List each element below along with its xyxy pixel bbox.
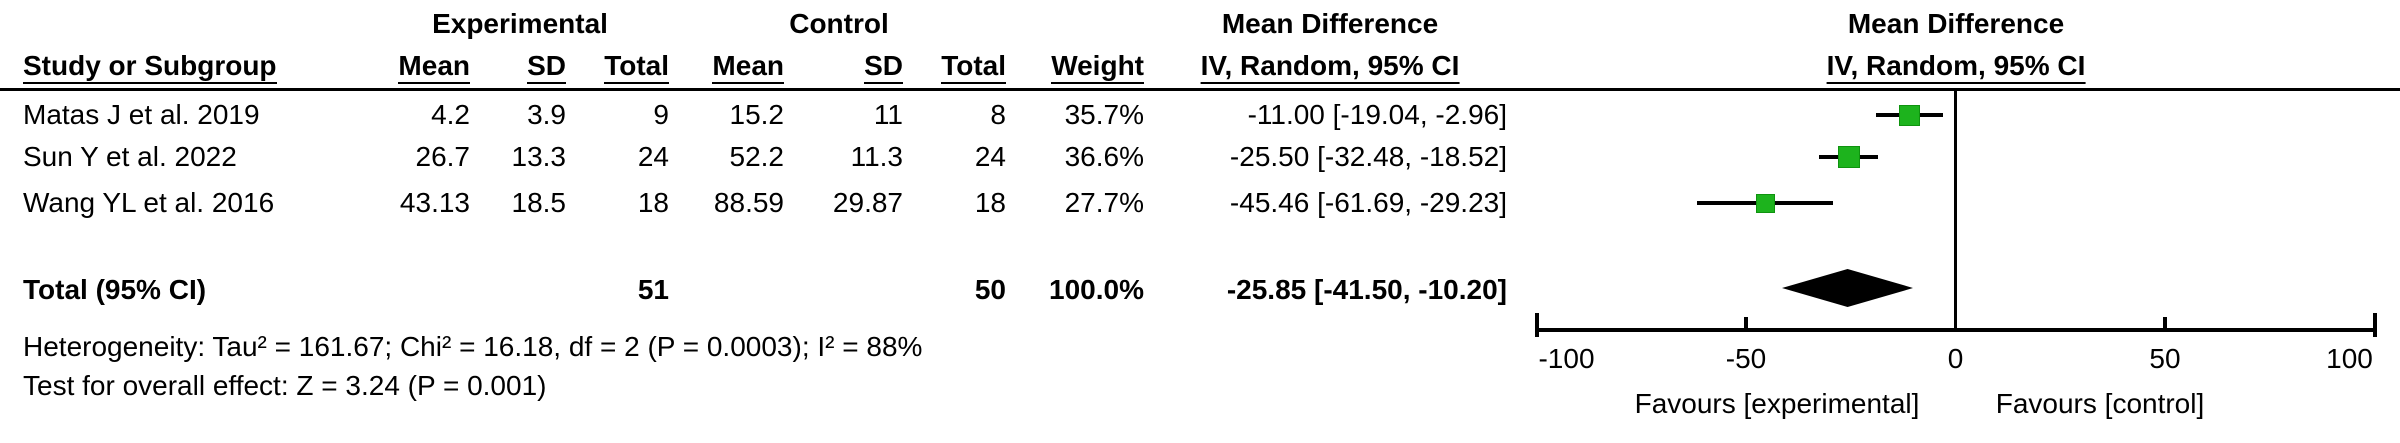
study-marker-square: [1755, 193, 1775, 213]
cell-exp-total: 9: [653, 99, 669, 130]
cell-weight: 100.0%: [1049, 274, 1144, 305]
study-label: Sun Y et al. 2022: [23, 141, 237, 172]
cell-exp-total: 51: [637, 274, 669, 305]
column-header-ctrl-total: Total: [941, 49, 1006, 84]
cell-weight: 35.7%: [1064, 99, 1144, 130]
column-header-weight: Weight: [1051, 49, 1144, 84]
study-label: Wang YL et al. 2016: [23, 187, 275, 218]
favours-right-label: Favours [control]: [1995, 388, 2205, 419]
effect-header-text-column: Mean Difference: [1221, 8, 1439, 39]
study-marker-square: [1898, 104, 1920, 126]
cell-ci-estimate: -25.85 [-41.50, -10.20]: [1226, 274, 1507, 305]
header-rule: [0, 88, 2400, 91]
cell-ctrl-mean: 15.2: [729, 99, 785, 130]
cell-ctrl-total: 50: [974, 274, 1006, 305]
cell-exp-total: 18: [637, 187, 669, 218]
axis-tick: [2372, 313, 2377, 337]
heterogeneity-note: Heterogeneity: Tau² = 161.67; Chi² = 16.…: [23, 331, 923, 362]
column-header-exp-sd: SD: [527, 49, 566, 84]
x-axis-line: [1536, 328, 2375, 332]
axis-tick-label: -100: [1538, 343, 1595, 374]
summary-diamond: [1781, 269, 1913, 307]
study-label: Matas J et al. 2019: [23, 99, 260, 130]
cell-ctrl-sd: 11.3: [850, 141, 903, 172]
cell-ctrl-total: 8: [990, 99, 1006, 130]
cell-exp-sd: 3.9: [527, 99, 566, 130]
cell-ctrl-total: 18: [974, 187, 1006, 218]
overall-effect-note: Test for overall effect: Z = 3.24 (P = 0…: [23, 370, 547, 401]
cell-ctrl-sd: 29.87: [832, 187, 903, 218]
cell-ctrl-mean: 88.59: [713, 187, 784, 218]
column-header-ctrl-mean: Mean: [712, 49, 784, 84]
axis-tick-label: 100: [2326, 343, 2373, 374]
effect-header-plot-column: Mean Difference: [1847, 8, 2065, 39]
axis-tick: [1744, 317, 1748, 332]
cell-exp-mean: 43.13: [399, 187, 470, 218]
column-header-study: Study or Subgroup: [23, 49, 277, 84]
column-header-ci-plot: IV, Random, 95% CI: [1826, 49, 2086, 84]
column-header-exp-mean: Mean: [398, 49, 470, 84]
cell-ci-estimate: -45.46 [-61.69, -29.23]: [1229, 187, 1507, 218]
cell-ctrl-mean: 52.2: [729, 141, 785, 172]
cell-exp-mean: 4.2: [431, 99, 470, 130]
cell-ctrl-sd: 11: [873, 99, 903, 130]
axis-tick: [1534, 313, 1539, 337]
axis-tick-label: -50: [1725, 343, 1767, 374]
cell-exp-sd: 13.3: [511, 141, 567, 172]
cell-exp-total: 24: [637, 141, 669, 172]
favours-left-label: Favours [experimental]: [1634, 388, 1920, 419]
cell-weight: 36.6%: [1064, 141, 1144, 172]
column-header-ci-text: IV, Random, 95% CI: [1200, 49, 1460, 84]
cell-ci-estimate: -25.50 [-32.48, -18.52]: [1229, 141, 1507, 172]
cell-weight: 27.7%: [1064, 187, 1144, 218]
axis-tick: [2163, 317, 2167, 332]
study-marker-square: [1837, 146, 1860, 168]
group-header-control: Control: [789, 8, 889, 39]
zero-line: [1954, 91, 1957, 332]
axis-tick-label: 0: [1947, 343, 1964, 374]
cell-ctrl-total: 24: [974, 141, 1006, 172]
axis-tick-label: 50: [2149, 343, 2181, 374]
cell-exp-mean: 26.7: [415, 141, 471, 172]
cell-ci-estimate: -11.00 [-19.04, -2.96]: [1247, 99, 1507, 130]
column-header-ctrl-sd: SD: [864, 49, 903, 84]
group-header-experimental: Experimental: [432, 8, 608, 39]
cell-exp-sd: 18.5: [511, 187, 567, 218]
column-header-exp-total: Total: [604, 49, 669, 84]
study-label: Total (95% CI): [23, 274, 207, 305]
